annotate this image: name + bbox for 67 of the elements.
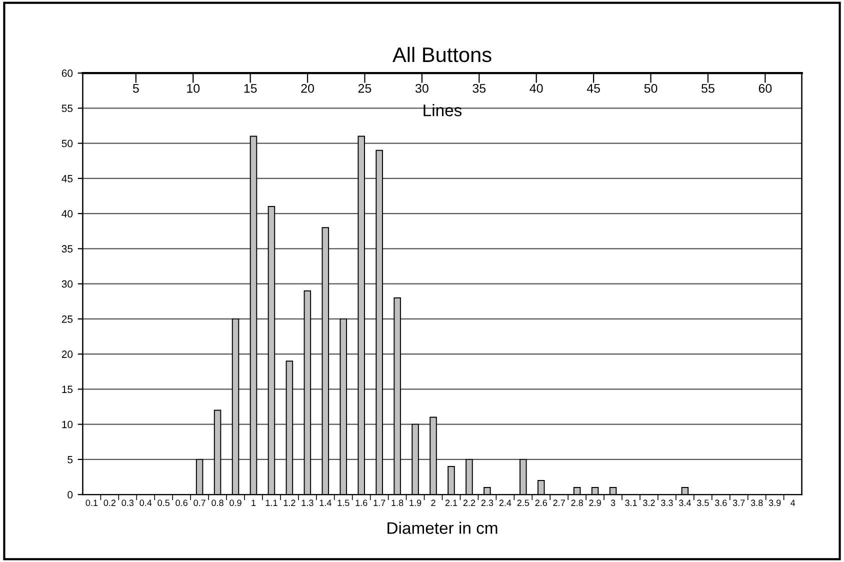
x-tick-label: 2.6: [535, 500, 548, 506]
x-tick-label: 3.6: [714, 500, 727, 506]
x-tick-label: 4: [790, 500, 796, 506]
x-tick-label: 1.9: [410, 500, 422, 506]
x-tick-label: 2.3: [481, 500, 494, 506]
y-tick-label: 60: [62, 70, 73, 77]
x-tick-label: 0.7: [194, 500, 206, 506]
x-tick-label: 2.1: [445, 500, 458, 506]
x-tick-label: 1.5: [338, 500, 350, 506]
y-tick-label: 40: [62, 210, 73, 218]
chart-title: All Buttons: [392, 46, 492, 62]
x-tick-label: 3.2: [643, 500, 655, 506]
x2-tick-label: 55: [702, 84, 714, 93]
x-tick-label: 2.2: [463, 500, 476, 506]
x-tick-label: 1.6: [356, 500, 368, 506]
x-tick-label: 1.2: [284, 500, 296, 506]
x-tick-label: 1.8: [392, 500, 404, 506]
y-tick-label: 45: [62, 175, 73, 182]
x2-tick-label: 5: [132, 84, 139, 93]
x2-tick-label: 10: [187, 84, 200, 93]
x-tick-label: 1.7: [374, 500, 386, 506]
x-tick-label: 0.2: [104, 500, 116, 506]
x-tick-label: 1.1: [266, 500, 278, 506]
y-tick-label: 0: [68, 491, 73, 498]
x-tick-label: 0.6: [176, 500, 188, 506]
x2-tick-label: 30: [415, 84, 428, 93]
x-tick-label: 2: [431, 500, 436, 506]
x-tick-label: 2.4: [499, 500, 512, 506]
x-tick-label: 3.7: [732, 500, 745, 506]
x2-tick-label: 20: [301, 84, 314, 93]
x-tick-label: 2.9: [589, 500, 601, 506]
x-tick-label: 0.1: [86, 500, 98, 506]
x-tick-label: 0.5: [158, 500, 170, 506]
x2-tick-label: 50: [644, 84, 658, 93]
x-axis-title: Diameter in cm: [388, 522, 498, 534]
x-tick-label: 3: [610, 500, 616, 506]
y-tick-label: 20: [62, 350, 73, 358]
x-tick-label: 0.8: [212, 500, 224, 506]
x-tick-label: 1: [252, 500, 256, 506]
x-tick-label: 3.5: [696, 500, 709, 506]
y-tick-label: 35: [62, 245, 73, 253]
y-tick-label: 55: [62, 104, 73, 112]
x-tick-label: 3.3: [661, 500, 673, 506]
y-tick-label: 25: [62, 315, 73, 323]
x2-tick-label: 25: [358, 84, 372, 93]
x-tick-label: 2.7: [553, 500, 565, 506]
x2-tick-label: 60: [758, 84, 772, 93]
x-tick-label: 2.8: [571, 500, 583, 506]
x2-tick-label: 40: [530, 84, 543, 93]
x-tick-label: 3.1: [625, 500, 637, 506]
x2-tick-label: 15: [244, 84, 257, 93]
y-tick-label: 50: [62, 140, 73, 148]
x2-tick-label: 35: [472, 84, 486, 93]
x-tick-label: 0.4: [140, 500, 152, 506]
y-tick-label: 15: [62, 386, 73, 394]
x2-tick-label: 45: [586, 84, 600, 93]
x-tick-label: 3.8: [750, 500, 763, 506]
x-tick-label: 0.9: [230, 500, 242, 506]
x-tick-label: 1.3: [302, 500, 314, 506]
x-tick-label: 2.5: [517, 500, 530, 506]
y-tick-label: 10: [62, 420, 73, 428]
x-tick-label: 3.9: [768, 500, 781, 506]
x-tick-label: 3.4: [679, 500, 691, 506]
y-tick-label: 5: [68, 456, 73, 464]
y-tick-label: 30: [62, 280, 73, 288]
x-tick-label: 1.4: [320, 500, 332, 506]
x-tick-label: 0.3: [122, 500, 134, 506]
